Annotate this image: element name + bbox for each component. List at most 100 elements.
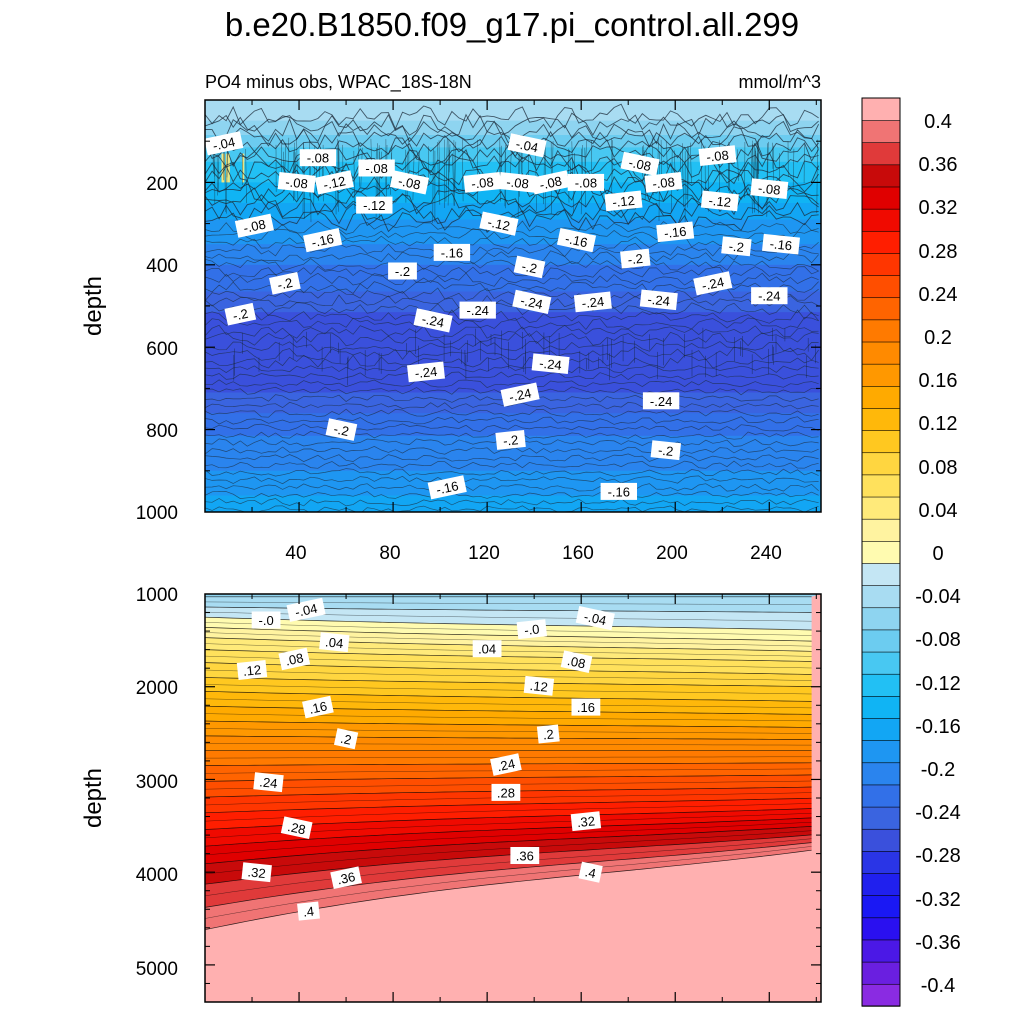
upper-contour-fringe [736, 149, 739, 181]
lower-contour-label: .08 [278, 647, 311, 671]
lower-fill-band [205, 691, 812, 715]
upper-fill-band [205, 322, 821, 326]
upper-fill-band [205, 246, 821, 249]
lower-contour-label-text: .24 [496, 756, 517, 774]
lower-contour-label: .24 [253, 772, 284, 793]
upper-contour-label: -.08 [698, 145, 737, 166]
upper-contour-label: -.16 [433, 243, 471, 261]
upper-contour-label: -.12 [479, 211, 519, 236]
lower-contour-line [205, 826, 812, 865]
lower-y-tick-2000: 2000 [136, 678, 178, 699]
upper-contour-label: -.08 [234, 213, 274, 238]
upper-fill-band [205, 415, 821, 418]
lower-contour-label: .28 [491, 783, 521, 801]
upper-fill-band [205, 423, 821, 427]
lower-contour-label: -.04 [286, 597, 326, 622]
lower-contour-label-text: .08 [566, 653, 587, 671]
lower-contour-label-box [236, 660, 268, 680]
upper-contour-line [205, 401, 819, 410]
upper-contour-label-box [459, 301, 496, 319]
upper-fill-band [205, 448, 821, 451]
upper-fill-band [205, 293, 821, 297]
lower-contour-line [205, 720, 812, 728]
upper-contour-label-box [204, 131, 244, 156]
colorbar-box [861, 474, 901, 498]
lower-contour-line [205, 842, 812, 908]
upper-fill-band [205, 299, 821, 303]
lower-contour-label: -.0 [251, 611, 281, 629]
lower-contour-line [205, 830, 812, 875]
upper-contour-label: -.2 [721, 236, 752, 257]
lower-contour-line [205, 632, 812, 647]
upper-fill-band [205, 209, 821, 212]
upper-contour-label-box [642, 392, 680, 410]
lower-contour-label: .12 [523, 675, 555, 696]
upper-contour-fringe [445, 137, 448, 202]
upper-contour-label: -.08 [277, 172, 316, 193]
colorbar-box [861, 784, 901, 808]
upper-fill-band [205, 165, 821, 169]
upper-fill-band [205, 369, 821, 373]
upper-contour-label-text: -.04 [211, 134, 236, 153]
lower-contour-label-box [278, 647, 311, 671]
upper-y-tick-600: 600 [146, 339, 178, 360]
upper-fill-band [205, 454, 821, 457]
colorbar-label-0.24: 0.24 [919, 284, 958, 306]
upper-fill-band [205, 198, 821, 202]
upper-contour-line [205, 490, 819, 499]
colorbar-box [861, 429, 901, 454]
upper-fill-band [205, 157, 821, 161]
lower-contour-line [205, 662, 812, 675]
upper-fill-band [205, 106, 821, 109]
upper-fill-band [205, 483, 821, 486]
lower-contour-label: .2 [333, 728, 359, 750]
upper-fill-band [205, 287, 821, 291]
upper-contour-line [205, 134, 819, 159]
upper-contour-line [205, 468, 819, 477]
upper-contour-label-box [620, 248, 651, 269]
upper-fill-band [205, 341, 821, 344]
upper-contour-label-box [407, 361, 445, 383]
colorbar-box [861, 385, 901, 409]
upper-contour-fringe [224, 148, 226, 212]
upper-contour-label-box [513, 255, 546, 279]
colorbar-label-neg-0.04: -0.04 [915, 586, 961, 608]
upper-y-tick-800: 800 [146, 421, 178, 442]
upper-panel-ticks [205, 100, 821, 512]
upper-fill-band [205, 170, 821, 173]
upper-fill-band [205, 260, 821, 264]
upper-fill-band [205, 159, 821, 163]
upper-contour-label-text: -.08 [242, 217, 267, 236]
colorbar-label-neg-0.28: -0.28 [915, 845, 961, 867]
upper-fill-band [205, 244, 821, 247]
colorbar-label-neg-0.12: -0.12 [915, 673, 961, 695]
upper-fill-band [205, 353, 821, 357]
upper-fill-band [205, 355, 821, 359]
chart-title: b.e20.B1850.f09_g17.pi_control.all.299 [225, 6, 799, 43]
lower-contour-label-box [251, 611, 281, 629]
x-tick-80: 80 [379, 543, 400, 564]
upper-contour-label-box [358, 159, 395, 177]
upper-contour-line [205, 309, 819, 324]
upper-contour-label-text: -.16 [310, 231, 335, 250]
lower-contour-label-box [570, 811, 602, 832]
upper-fill-band [205, 275, 821, 278]
upper-contour-label-box [463, 172, 502, 193]
upper-fill-band [205, 427, 821, 431]
upper-fill-band [205, 213, 821, 216]
upper-contour-label-text: -.08 [706, 147, 730, 164]
upper-contour-label-box [388, 262, 417, 280]
lower-contour-label-text: .32 [247, 864, 267, 881]
upper-contour-label-text: -.2 [332, 421, 350, 439]
upper-contour-line [205, 317, 819, 331]
colorbar-box [861, 828, 901, 852]
upper-contour-label-text: -.08 [285, 174, 309, 191]
upper-y-tick-400: 400 [146, 256, 178, 277]
upper-fill-band [205, 357, 821, 361]
upper-fill-band [205, 491, 821, 495]
upper-fill-band [205, 316, 821, 319]
colorbar-box [861, 496, 901, 520]
lower-fill-band [205, 677, 812, 702]
colorbar-label-0.12: 0.12 [919, 413, 958, 435]
